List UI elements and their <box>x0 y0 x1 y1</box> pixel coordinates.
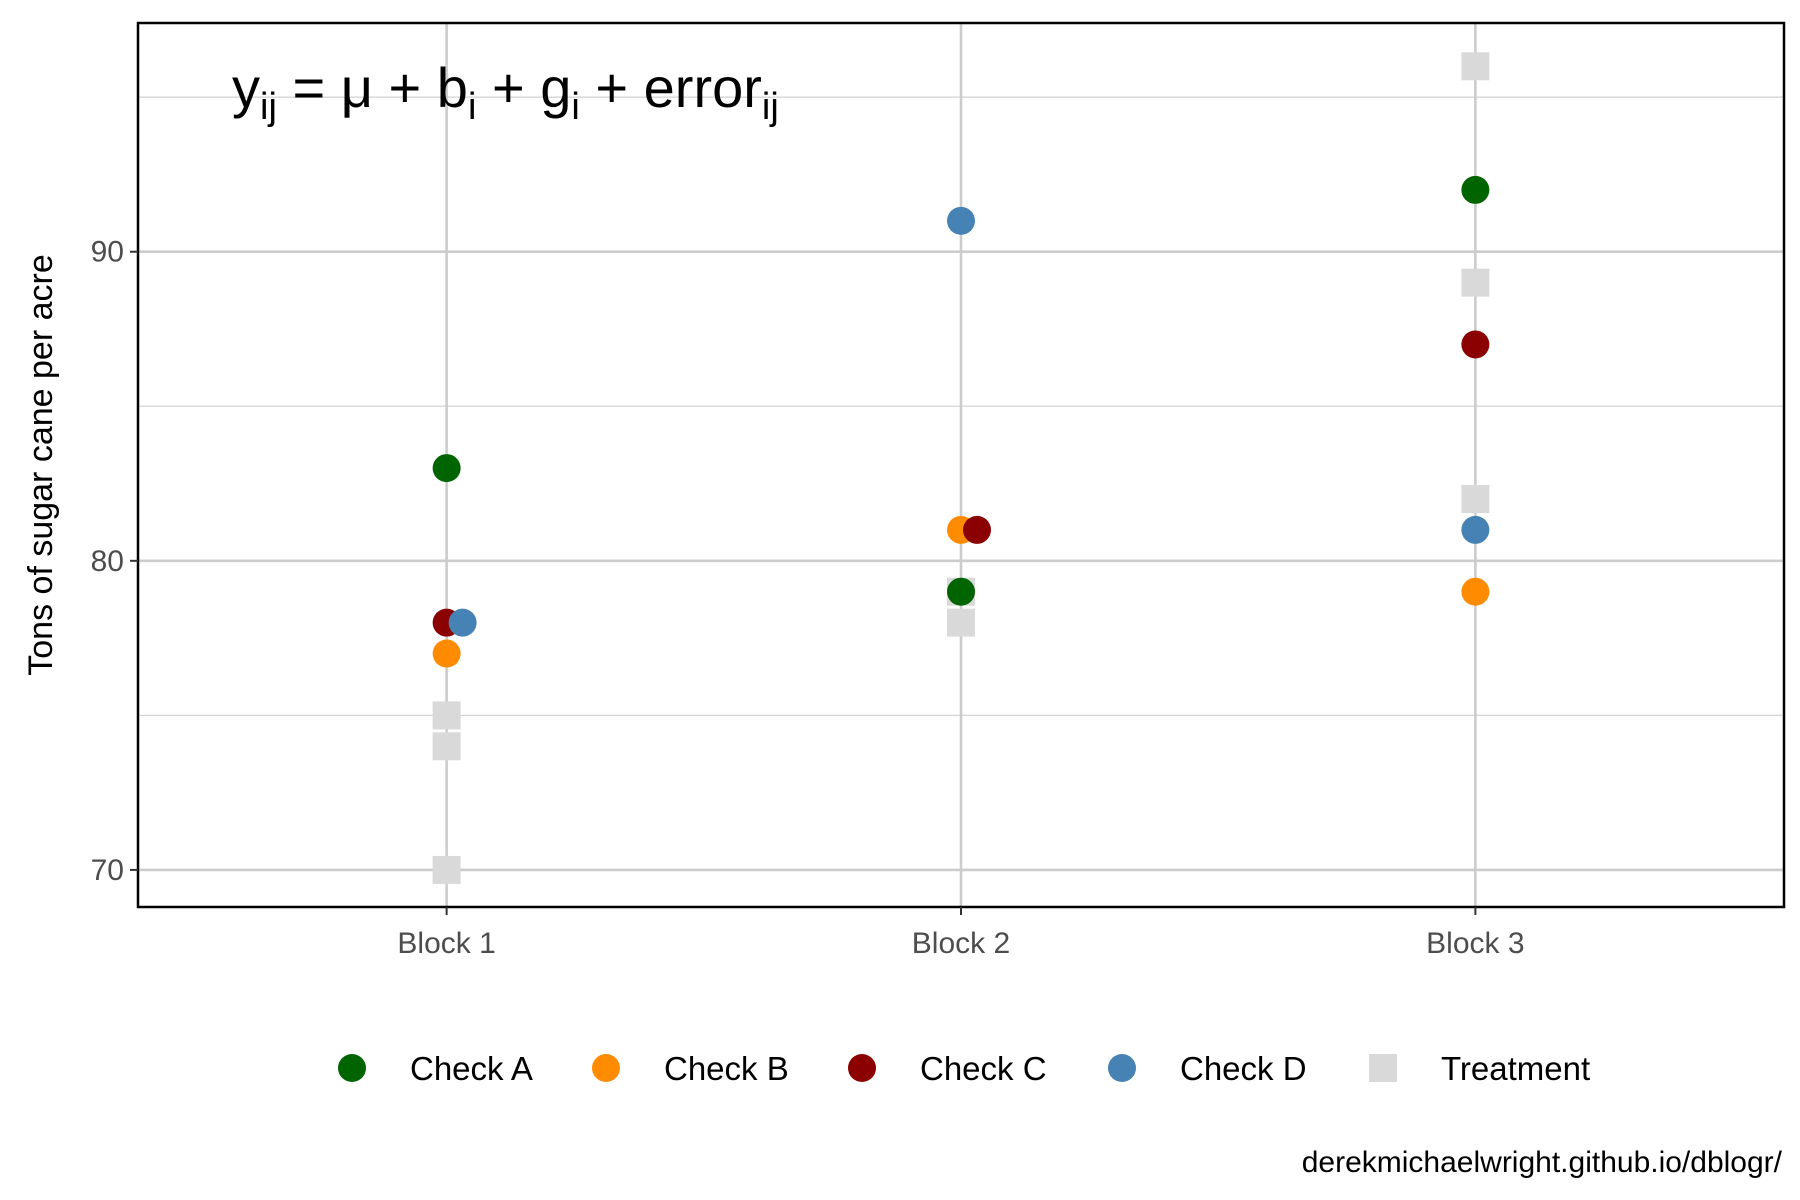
grid-lines <box>138 23 1784 907</box>
y-tick-label: 70 <box>91 854 124 887</box>
legend-key-check-a <box>338 1054 366 1082</box>
data-point-treatment <box>432 732 461 761</box>
legend-label: Treatment <box>1441 1050 1590 1087</box>
data-point-check-d <box>1461 515 1490 544</box>
data-point-check-a <box>1461 175 1490 204</box>
legend-label: Check C <box>920 1050 1047 1087</box>
formula-part: y <box>232 56 260 119</box>
formula-part: ij <box>762 86 779 128</box>
data-point-treatment <box>432 701 461 730</box>
x-tick-label: Block 3 <box>1426 927 1524 960</box>
y-axis-ticks: 70 80 90 <box>91 236 138 887</box>
y-tick-label: 80 <box>91 545 124 578</box>
x-tick-label: Block 2 <box>912 927 1010 960</box>
y-tick-label: 90 <box>91 236 124 269</box>
data-point-treatment <box>432 855 461 884</box>
legend-label: Check B <box>664 1050 789 1087</box>
data-point-check-c <box>1461 330 1490 359</box>
formula-part: i <box>468 86 476 128</box>
legend-label: Check A <box>410 1050 533 1087</box>
formula-part: i <box>571 86 579 128</box>
data-point-treatment <box>947 608 975 637</box>
data-point-check-b <box>432 639 461 668</box>
legend: Check A Check B Check C Check D Treatment <box>338 1050 1590 1087</box>
data-point-treatment <box>1461 52 1490 81</box>
legend-key-check-c <box>848 1054 876 1082</box>
data-point-check-b <box>1461 577 1490 606</box>
data-point-treatment <box>1461 485 1490 513</box>
legend-key-check-d <box>1108 1054 1136 1082</box>
formula-part: ij <box>260 86 277 128</box>
model-formula-annotation: yij = μ + bi + gi + errorij <box>232 56 779 128</box>
data-point-check-d <box>947 206 975 235</box>
data-point-check-c <box>963 515 991 544</box>
data-point-check-d <box>448 608 477 637</box>
data-point-check-a <box>432 454 461 483</box>
caption: derekmichaelwright.github.io/dblogr/ <box>1302 1146 1783 1179</box>
y-axis-title: Tons of sugar cane per acre <box>22 254 60 675</box>
formula-part: + g <box>476 56 571 119</box>
legend-label: Check D <box>1180 1050 1307 1087</box>
data-points <box>432 52 1490 884</box>
formula-part: + error <box>580 56 762 119</box>
x-axis-ticks: Block 1 Block 2 Block 3 <box>397 907 1525 960</box>
formula-part: = μ + b <box>277 56 468 119</box>
data-point-treatment <box>1461 268 1490 297</box>
legend-key-treatment <box>1369 1054 1397 1082</box>
x-tick-label: Block 1 <box>397 927 495 960</box>
data-point-check-a <box>947 577 975 606</box>
legend-key-check-b <box>592 1054 620 1082</box>
